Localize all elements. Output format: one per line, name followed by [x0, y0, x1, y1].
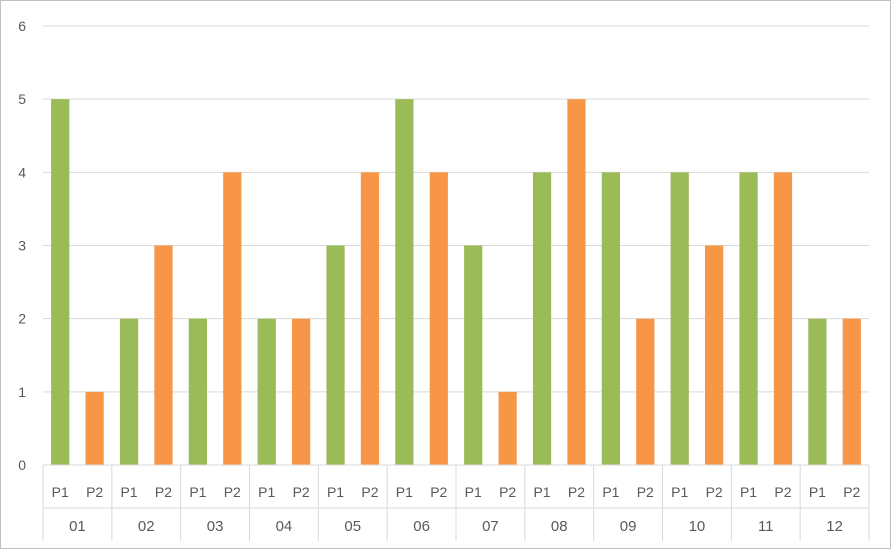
- x-category-label-08: 08: [551, 518, 568, 535]
- bar-07-P2: [498, 391, 517, 465]
- bar-04-P2: [292, 318, 311, 465]
- bar-02-P2: [154, 245, 173, 465]
- x-category-label-07: 07: [482, 518, 499, 535]
- bar-03-P2: [223, 172, 242, 465]
- bar-12-P2: [842, 318, 861, 465]
- bar-09-P2: [636, 318, 655, 465]
- bar-07-P1: [464, 245, 483, 465]
- x-sub-label-02-P1: P1: [120, 484, 137, 500]
- bar-08-P1: [532, 172, 552, 465]
- bar-08-P2: [567, 99, 586, 466]
- x-sub-label-12-P2: P2: [843, 484, 860, 500]
- x-category-label-04: 04: [276, 518, 293, 535]
- x-sub-label-01-P2: P2: [86, 484, 103, 500]
- bar-01-P2: [85, 391, 104, 465]
- x-sub-label-11-P1: P1: [740, 484, 757, 500]
- bar-11-P2: [773, 172, 793, 465]
- bar-06-P2: [429, 172, 448, 465]
- x-sub-label-08-P2: P2: [568, 484, 585, 500]
- x-category-label-12: 12: [826, 518, 843, 535]
- y-tick-label-6: 6: [18, 18, 26, 34]
- bar-10-P2: [705, 245, 724, 465]
- x-sub-label-03-P1: P1: [189, 484, 206, 500]
- bar-01-P1: [51, 99, 70, 466]
- x-axis: [42, 464, 870, 541]
- bar-05-P1: [326, 245, 345, 465]
- x-category-label-05: 05: [344, 518, 361, 535]
- y-tick-label-4: 4: [18, 164, 26, 180]
- y-tick-label-0: 0: [18, 457, 26, 473]
- bar-05-P2: [360, 172, 380, 465]
- x-category-label-10: 10: [689, 518, 706, 535]
- y-tick-label-5: 5: [18, 91, 26, 107]
- x-sub-label-07-P1: P1: [465, 484, 482, 500]
- bar-04-P1: [257, 318, 276, 465]
- bar-12-P1: [808, 318, 827, 465]
- x-sub-label-08-P1: P1: [533, 484, 550, 500]
- x-category-label-06: 06: [413, 518, 430, 535]
- y-axis-ticks: 0 1 2 3 4 5 6: [18, 18, 26, 473]
- x-category-label-09: 09: [620, 518, 637, 535]
- x-sub-label-11-P2: P2: [774, 484, 791, 500]
- x-sub-label-03-P2: P2: [224, 484, 241, 500]
- x-sub-label-10-P2: P2: [706, 484, 723, 500]
- x-sub-label-12-P1: P1: [809, 484, 826, 500]
- x-category-label-01: 01: [69, 518, 86, 535]
- bar-09-P1: [601, 172, 620, 465]
- y-tick-label-2: 2: [18, 311, 26, 327]
- bars: [51, 99, 861, 466]
- x-sub-label-09-P2: P2: [637, 484, 654, 500]
- x-sub-label-10-P1: P1: [671, 484, 688, 500]
- bar-06-P1: [395, 99, 414, 466]
- y-tick-label-3: 3: [18, 238, 26, 254]
- bar-11-P1: [739, 172, 758, 465]
- bar-03-P1: [188, 318, 207, 465]
- x-sub-label-06-P2: P2: [430, 484, 447, 500]
- x-axis-labels: P1 P2 01 P1 P2 02 P1 P2 03 P1 P2 04 P1 P2 05 P1 P2 06 P1 P2…: [52, 484, 861, 535]
- gridlines: [43, 25, 869, 393]
- bar-10-P1: [670, 172, 689, 465]
- bar-02-P1: [119, 318, 139, 465]
- y-tick-label-1: 1: [18, 384, 26, 400]
- x-category-label-03: 03: [207, 518, 224, 535]
- x-category-label-11: 11: [758, 518, 774, 535]
- x-sub-label-06-P1: P1: [396, 484, 413, 500]
- x-sub-label-05-P2: P2: [361, 484, 378, 500]
- x-sub-label-04-P2: P2: [293, 484, 310, 500]
- x-sub-label-04-P1: P1: [258, 484, 275, 500]
- x-category-label-02: 02: [138, 518, 155, 535]
- x-sub-label-09-P1: P1: [602, 484, 619, 500]
- x-sub-label-05-P1: P1: [327, 484, 344, 500]
- x-sub-label-02-P2: P2: [155, 484, 172, 500]
- x-sub-label-07-P2: P2: [499, 484, 516, 500]
- x-sub-label-01-P1: P1: [52, 484, 69, 500]
